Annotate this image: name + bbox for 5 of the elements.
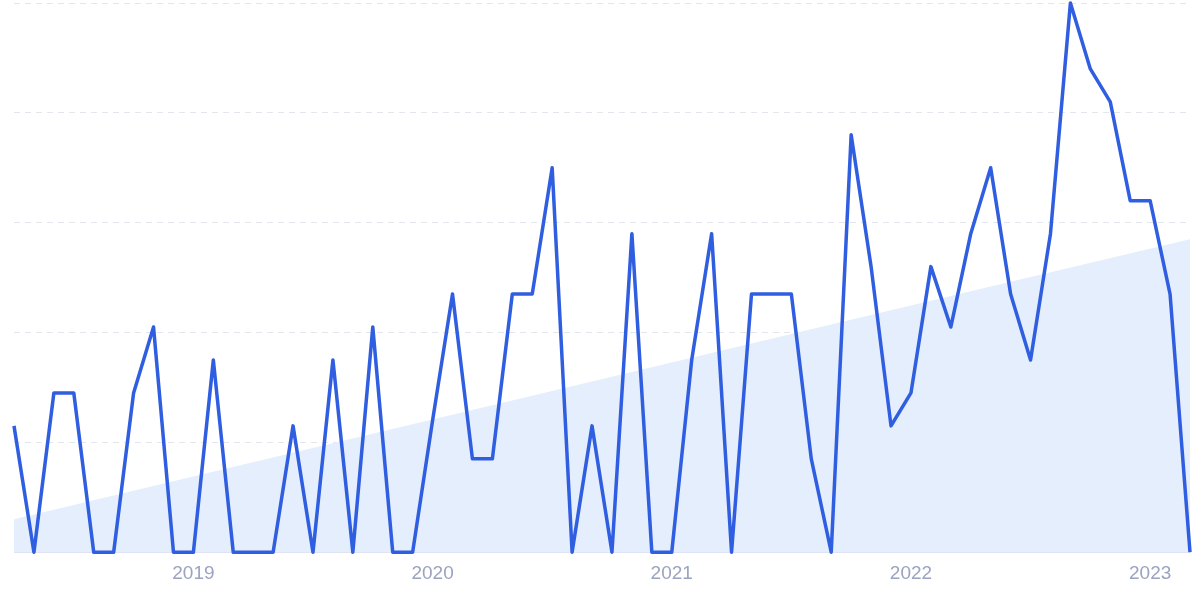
x-tick-label: 2019 [172, 561, 215, 583]
x-tick-label: 2020 [411, 561, 454, 583]
x-tick-label: 2022 [889, 561, 933, 583]
x-tick-label: 2021 [650, 561, 693, 583]
x-tick-label: 2023 [1128, 561, 1172, 583]
